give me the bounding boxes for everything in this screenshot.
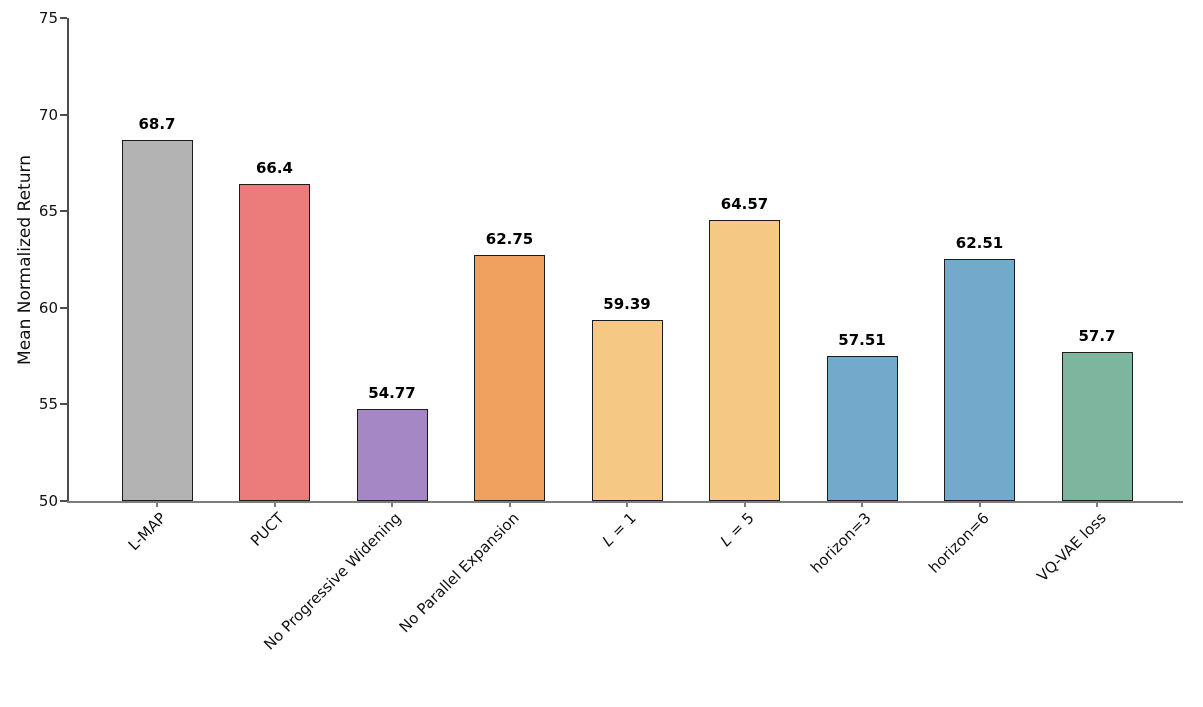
x-tick-label: L = 1 [598, 509, 640, 551]
y-tick-label: 65 [38, 202, 58, 221]
x-tick-mark [1096, 501, 1098, 507]
x-tick-mark [391, 501, 393, 507]
x-axis-line [67, 501, 1183, 503]
bar-value-label: 66.4 [255, 159, 293, 178]
bar-value-label: 68.7 [138, 114, 176, 133]
bar-value-label: 62.51 [955, 234, 1004, 253]
y-tick-label: 50 [38, 492, 58, 510]
x-tick-label: No Progressive Widening [260, 509, 405, 654]
bar-value-label: 57.51 [838, 330, 886, 349]
x-tick-label: No Parallel Expansion [395, 509, 523, 637]
x-tick-mark [861, 501, 863, 507]
bar [239, 184, 310, 501]
y-tick-mark [60, 500, 67, 502]
x-tick-label: L-MAP [124, 509, 170, 555]
bar [356, 408, 428, 501]
x-tick-label: VQ-VAE loss [1033, 509, 1110, 586]
y-tick-mark [60, 17, 67, 19]
bar [591, 319, 663, 501]
bar [1061, 352, 1133, 501]
bar-value-label: 59.39 [603, 294, 651, 313]
bar [474, 254, 545, 501]
bar-value-label: 57.7 [1078, 327, 1116, 346]
bar [826, 355, 898, 501]
x-tick-mark [743, 501, 746, 507]
y-tick-mark [60, 403, 67, 406]
x-tick-label: PUCT [246, 509, 288, 550]
y-axis-line [67, 18, 69, 503]
x-tick-label: horizon=6 [924, 509, 993, 577]
x-tick-mark [273, 501, 276, 507]
x-tick-mark [156, 501, 158, 507]
x-tick-label: horizon=3 [807, 509, 875, 577]
bar [121, 139, 193, 501]
y-tick-mark [60, 113, 67, 116]
bar-value-label: 54.77 [368, 383, 416, 402]
bar [944, 259, 1015, 501]
y-tick-mark [60, 306, 67, 309]
bar-value-label: 62.75 [485, 229, 534, 248]
x-tick-mark [978, 501, 981, 507]
y-tick-label: 60 [38, 298, 58, 317]
x-tick-mark [626, 501, 628, 507]
y-tick-label: 70 [38, 105, 58, 124]
y-tick-mark [60, 210, 67, 213]
bar-value-label: 64.57 [720, 194, 769, 213]
x-tick-mark [508, 501, 511, 507]
bar [709, 219, 780, 501]
y-tick-label: 55 [38, 395, 58, 414]
x-tick-label: L = 5 [716, 509, 758, 551]
y-tick-label: 75 [38, 9, 58, 27]
